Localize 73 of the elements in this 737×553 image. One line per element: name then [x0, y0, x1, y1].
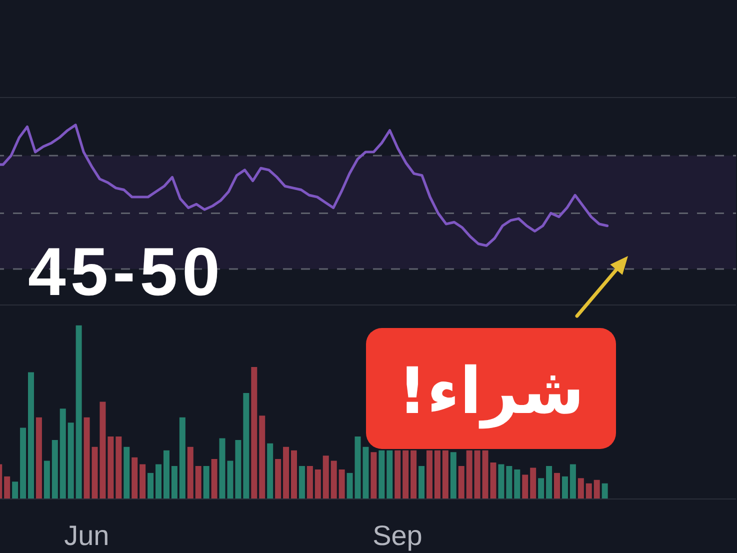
bar — [530, 468, 536, 499]
bar — [211, 459, 218, 499]
x-tick-label: Jun — [64, 520, 110, 551]
bar — [235, 440, 242, 499]
bar — [195, 466, 202, 499]
bar — [562, 476, 568, 499]
bar — [187, 446, 194, 499]
bar — [434, 450, 440, 499]
bar — [578, 478, 584, 499]
bar — [386, 450, 393, 499]
bar — [116, 436, 122, 499]
bar — [402, 450, 409, 499]
bar — [322, 456, 329, 499]
bar — [306, 466, 313, 499]
bar — [314, 469, 321, 499]
bar — [243, 393, 250, 499]
bar — [28, 372, 34, 499]
bar — [450, 452, 456, 499]
bar — [570, 464, 576, 499]
bar — [52, 440, 58, 499]
bar — [554, 472, 560, 499]
bar — [12, 482, 18, 499]
bar — [163, 450, 170, 499]
bar — [370, 452, 377, 499]
bar — [594, 480, 600, 499]
bar — [458, 466, 464, 499]
bar — [148, 472, 154, 499]
x-tick-label: Sep — [372, 520, 422, 551]
bar — [4, 476, 10, 499]
bar — [394, 450, 401, 499]
bar — [108, 436, 114, 499]
bar — [506, 466, 512, 499]
bar — [132, 457, 138, 499]
bar — [68, 422, 74, 499]
bar — [36, 417, 42, 499]
bar — [498, 464, 504, 499]
bar — [418, 466, 425, 499]
bar — [426, 450, 432, 499]
bar — [283, 446, 290, 499]
bar — [522, 474, 528, 499]
bar — [298, 466, 305, 499]
bar — [140, 464, 146, 499]
bar — [338, 469, 345, 499]
bar — [546, 466, 552, 499]
bar — [466, 450, 472, 499]
bar — [538, 478, 544, 499]
bar — [514, 469, 520, 499]
bar — [84, 417, 90, 499]
bar — [474, 450, 480, 499]
bar — [259, 416, 266, 499]
bar — [60, 408, 66, 499]
bar — [179, 417, 186, 499]
bar — [44, 460, 50, 499]
bar — [290, 450, 297, 499]
bar — [156, 464, 162, 499]
bar — [20, 428, 26, 499]
bar — [410, 450, 417, 499]
bar — [586, 483, 592, 499]
callout-box: شراء! — [366, 328, 616, 449]
annotation: شراء! — [398, 354, 584, 428]
bar — [124, 446, 130, 499]
bar — [171, 466, 178, 499]
bar — [275, 459, 282, 499]
annotation: 45-50 — [28, 234, 224, 310]
bar — [330, 460, 337, 499]
bar — [76, 325, 82, 499]
bar — [267, 443, 274, 499]
bar — [251, 367, 258, 499]
bar — [346, 472, 353, 499]
bar — [378, 450, 385, 499]
bar — [602, 483, 608, 499]
bar — [203, 466, 210, 499]
bar — [442, 450, 448, 499]
